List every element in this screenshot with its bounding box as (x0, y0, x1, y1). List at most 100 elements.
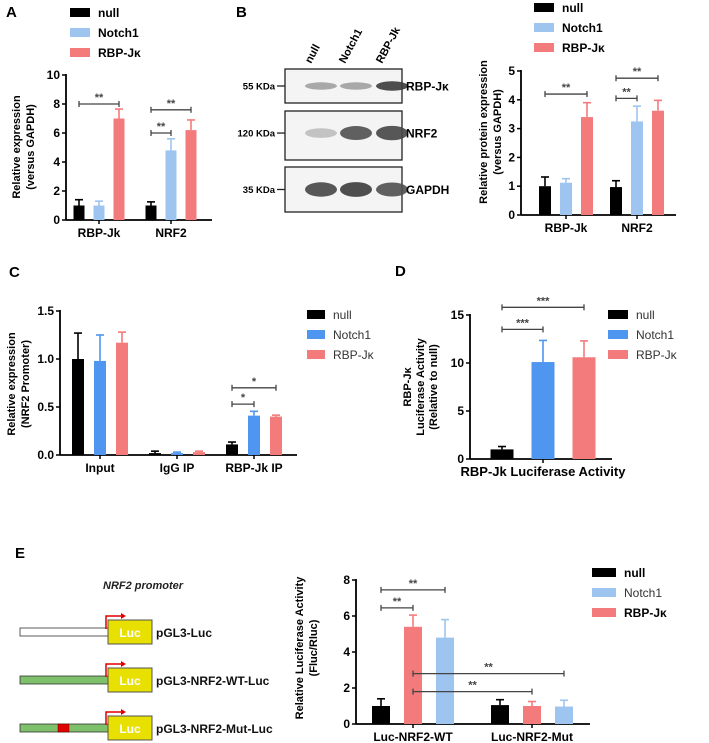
luc-box (107, 619, 153, 645)
blot-band (340, 82, 372, 90)
legend-label: Notch1 (562, 21, 603, 35)
x-tick-label: NRF2 (621, 221, 653, 235)
legend-swatch (608, 330, 628, 339)
x-tick-label: Luc-NRF2-Mut (491, 730, 573, 743)
bar-notch1 (555, 706, 573, 724)
luc-box (107, 667, 153, 693)
y-tick-label: 0 (508, 208, 515, 222)
bar-rbpj (113, 118, 125, 220)
x-tick-label: RBP-Jk (78, 226, 121, 240)
y-tick-label: 0 (53, 213, 60, 227)
y-tick-label: 6 (343, 609, 350, 623)
significance-label: ** (157, 121, 166, 133)
significance-label: ** (167, 98, 176, 110)
significance-label: ** (409, 578, 418, 590)
blot-band (305, 182, 337, 197)
molecular-weight-label: 55 KDa (243, 82, 276, 93)
legend-label: RBP-Jκ (636, 348, 678, 362)
legend-swatch (70, 48, 90, 57)
y-tick-label: 4 (508, 93, 515, 107)
construct-label: pGL3-NRF2-WT-Luc (156, 674, 270, 688)
legend-label: null (562, 1, 583, 15)
legend-label: RBP-Jκ (624, 606, 667, 620)
bar-notch1 (93, 205, 105, 220)
arrow-head-icon (121, 613, 126, 619)
y-tick-label: 6 (53, 126, 60, 140)
bar-notch1 (436, 637, 454, 724)
y-axis-label: Relative Luciferase Activity (294, 576, 306, 720)
legend-swatch (592, 568, 616, 577)
legend-label: null (636, 308, 655, 322)
x-tick-label: RBP-Jk (545, 221, 588, 235)
legend-label: null (624, 566, 645, 580)
blot-band (305, 82, 337, 90)
blot-band (340, 182, 372, 197)
y-tick-label: 5 (508, 64, 515, 78)
legend-label: null (98, 6, 119, 20)
y-tick-label: 5 (457, 404, 464, 418)
legend-swatch (608, 310, 628, 319)
transcription-start-arrow-icon (105, 663, 122, 677)
protein-label: GAPDH (406, 183, 449, 197)
y-tick-label: 8 (343, 573, 350, 587)
y-axis-label: (Relative to null) (428, 344, 440, 430)
significance-label: ** (633, 66, 642, 78)
bar-notch1 (171, 453, 183, 455)
bar-null (226, 444, 238, 455)
y-tick-label: 4 (53, 155, 60, 169)
luc-label: Luc (119, 722, 141, 736)
luc-box (107, 715, 153, 741)
bar-rbpj (185, 130, 197, 220)
chart-c: 0.0 0.5 1.0 1.5 Relative expression (NRF2 Pro… (6, 304, 375, 475)
bar-notch1 (165, 150, 177, 220)
lane-label-rbp: RBP-Jk (374, 24, 403, 65)
legend-swatch (608, 350, 628, 359)
y-tick-label: 3 (508, 122, 515, 136)
legend-label: null (333, 308, 352, 322)
y-tick-label: 2 (53, 184, 60, 198)
panel-label-a: A (6, 4, 17, 21)
chart-b: 0 1 2 3 4 5 Relative protein expression (versus… (478, 1, 676, 235)
y-axis-label: RBP-Jκ (402, 367, 414, 407)
legend-swatch (70, 8, 90, 17)
blot-band (376, 81, 408, 91)
construct-label: pGL3-NRF2-Mut-Luc (156, 722, 273, 736)
bar-null (610, 187, 622, 215)
luc-label: Luc (119, 626, 141, 640)
legend-swatch (534, 23, 554, 32)
bar-null (73, 205, 85, 220)
bar-notch1 (560, 182, 572, 215)
legend-label: RBP-Jκ (333, 348, 375, 362)
bar-null (149, 453, 161, 455)
bar-rbpj (523, 706, 541, 724)
x-tick-label: RBP-Jk IP (225, 461, 282, 475)
significance-label: ** (468, 680, 477, 692)
significance-label: ** (562, 82, 571, 94)
legend-swatch (307, 350, 325, 359)
empty-promoter-bar (19, 627, 109, 637)
significance-label: ** (393, 596, 402, 608)
construct-label: pGL3-Luc (156, 626, 212, 640)
panel-label-b: B (236, 4, 247, 21)
arrow-head-icon (121, 709, 126, 715)
y-tick-label: 2 (343, 681, 350, 695)
legend-label: Notch1 (636, 328, 674, 342)
bar-null (490, 449, 514, 459)
bar-rbpj (116, 342, 128, 455)
y-axis-label: Luciferase Activity (415, 337, 427, 435)
significance-label: ** (95, 92, 104, 104)
bar-null (491, 705, 509, 724)
bar-notch1 (531, 362, 555, 459)
legend-label: Notch1 (98, 26, 139, 40)
x-tick-label: IgG IP (160, 461, 195, 475)
significance-label: * (252, 376, 257, 388)
bar-null (372, 706, 390, 724)
bar-rbpj (270, 416, 282, 455)
lane-label-null: null (303, 43, 323, 66)
bar-rbpj (581, 117, 593, 215)
y-axis-label: Relative expression (11, 95, 23, 199)
legend-swatch (70, 28, 90, 37)
legend-swatch (534, 43, 554, 52)
